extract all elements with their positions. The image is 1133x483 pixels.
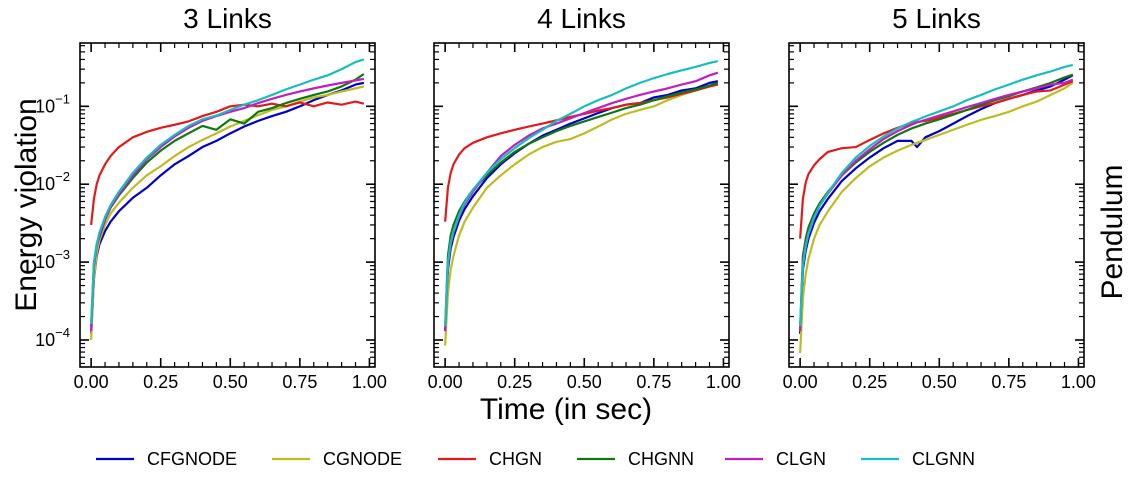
series-line-cgnode [799, 81, 1074, 354]
pendulum-row-label: Pendulum [1096, 164, 1129, 299]
panel-3: 0.00 0.25 0.50 0.75 1.00 5 Links [783, 3, 1096, 392]
series-line-chgn [799, 80, 1074, 239]
y-tick-label: 10−3 [35, 247, 70, 272]
x-tick-label: 0.00 [74, 372, 109, 392]
legend-item-clgnn: CLGNN [861, 449, 975, 469]
series-line-cgnode [444, 83, 719, 346]
y-tick-label: 10−4 [35, 325, 70, 350]
x-ticks [444, 43, 725, 367]
panels: 10−4 10−3 10−2 10−1 0.00 0.25 0.50 0.75 1.00 3 Li… [35, 3, 1096, 392]
series-line-clgn [799, 78, 1074, 332]
x-tick-label: 0.25 [143, 372, 178, 392]
x-tick-label: 1.00 [1061, 372, 1096, 392]
legend-label: CHGN [489, 449, 542, 469]
legend-label: CHGNN [628, 449, 694, 469]
x-axis-label: Time (in sec) [480, 393, 652, 426]
x-tick-label: 1.00 [706, 372, 741, 392]
panel-1: 10−4 10−3 10−2 10−1 0.00 0.25 0.50 0.75 1.00 3 Li… [35, 3, 387, 392]
panel-2: 0.00 0.25 0.50 0.75 1.00 4 Links [428, 3, 741, 392]
panel-title: 5 Links [892, 3, 981, 34]
y-axis-label: Energy violation [10, 98, 43, 311]
series-line-clgnn [90, 58, 365, 325]
x-tick-label: 0.00 [428, 372, 463, 392]
x-ticks [799, 43, 1080, 367]
panel-title: 3 Links [183, 3, 272, 34]
legend-label: CLGNN [912, 449, 975, 469]
y-tick-label: 10−2 [35, 169, 70, 194]
legend: CFGNODE CGNODE CHGN CHGNN CLGN CLGNN [96, 449, 975, 469]
axes-frame [788, 42, 1085, 368]
y-tick-label: 10−1 [35, 91, 70, 116]
series-line-chgn [444, 83, 719, 222]
series-lines [90, 58, 365, 341]
series-line-clgn [90, 77, 365, 332]
legend-label: CLGN [776, 449, 826, 469]
x-tick-label: 0.25 [497, 372, 532, 392]
series-line-cfgnode [444, 80, 719, 332]
y-ticks [80, 45, 375, 365]
x-ticks [90, 43, 371, 367]
series-line-cfgnode [799, 74, 1074, 334]
x-tick-label: 0.50 [213, 372, 248, 392]
series-lines [444, 60, 719, 346]
series-line-clgnn [444, 60, 719, 327]
x-tick-label: 1.00 [352, 372, 387, 392]
series-line-cgnode [90, 85, 365, 341]
axes-frame [79, 42, 376, 368]
series-line-clgn [444, 71, 719, 332]
x-tick-label: 0.75 [282, 372, 317, 392]
axes-frame [433, 42, 730, 368]
x-tick-label: 0.50 [922, 372, 957, 392]
legend-item-cgnode: CGNODE [272, 449, 402, 469]
x-tick-label: 0.25 [852, 372, 887, 392]
series-line-clgnn [799, 63, 1074, 327]
legend-item-cfgnode: CFGNODE [96, 449, 237, 469]
x-tick-label: 0.75 [636, 372, 671, 392]
x-tick-label: 0.50 [567, 372, 602, 392]
legend-label: CGNODE [323, 449, 402, 469]
legend-label: CFGNODE [147, 449, 237, 469]
legend-item-chgn: CHGN [438, 449, 542, 469]
panel-title: 4 Links [537, 3, 626, 34]
legend-item-chgnn: CHGNN [577, 449, 694, 469]
legend-item-clgn: CLGN [725, 449, 826, 469]
series-line-cfgnode [90, 81, 365, 334]
y-ticks [434, 45, 729, 365]
x-tick-label: 0.00 [783, 372, 818, 392]
series-lines [799, 63, 1074, 354]
y-ticks [789, 45, 1084, 365]
series-line-chgn [90, 100, 365, 226]
x-tick-label: 0.75 [991, 372, 1026, 392]
series-line-chgnn [444, 81, 719, 329]
